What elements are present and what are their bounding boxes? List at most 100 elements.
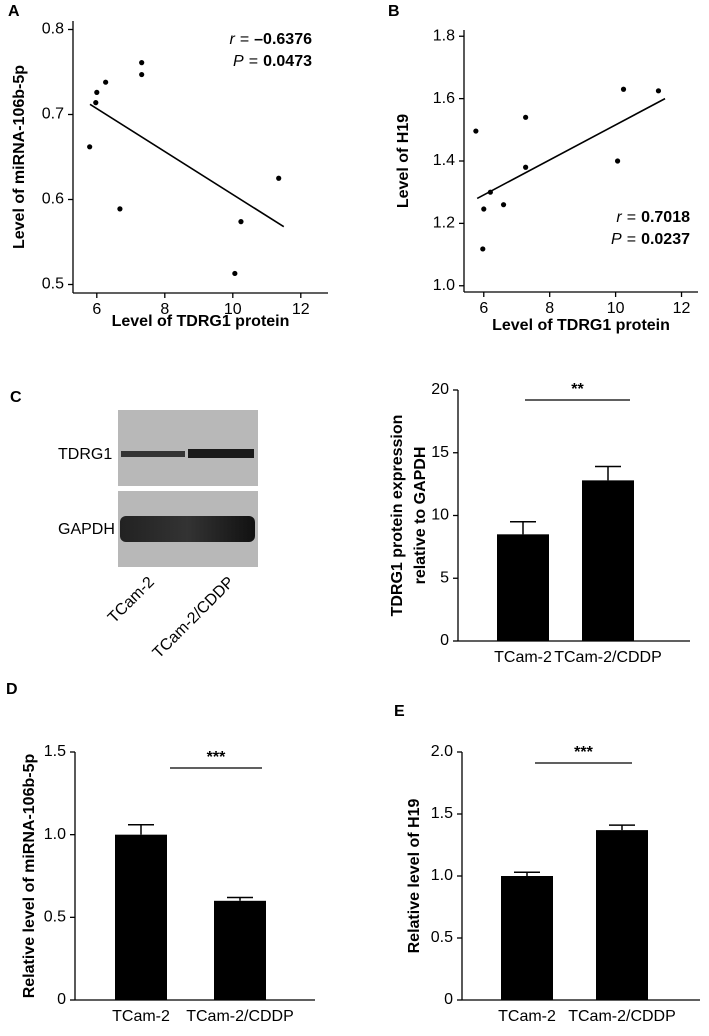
y-tick-label: 1.0 bbox=[44, 826, 66, 843]
blot-band bbox=[120, 516, 255, 542]
point bbox=[94, 89, 100, 95]
bar bbox=[596, 830, 648, 1000]
annotation-part: 0.7018 bbox=[641, 209, 690, 226]
point bbox=[139, 60, 145, 66]
error-bar bbox=[227, 896, 253, 901]
y-tick-label: 0.5 bbox=[431, 929, 453, 946]
point bbox=[655, 88, 662, 94]
annotation-part: 0.0237 bbox=[641, 231, 690, 248]
y-tick-label: 1.0 bbox=[431, 867, 453, 884]
annotation-part: –0.6376 bbox=[254, 31, 312, 48]
annotation: r = –0.6376 bbox=[229, 31, 312, 48]
blot: C TDRG1 GAPDH TCam-2 TCam-2/CDDP bbox=[10, 389, 258, 662]
error-bar bbox=[510, 521, 536, 535]
y-tick-label: 1.5 bbox=[44, 743, 66, 760]
error-bar bbox=[609, 824, 635, 831]
y-axis-label: Relative level of H19 bbox=[406, 799, 423, 954]
point bbox=[87, 144, 93, 150]
point bbox=[139, 71, 145, 78]
point bbox=[620, 86, 627, 92]
fit-line bbox=[476, 97, 666, 200]
x-tick-label: 12 bbox=[292, 301, 310, 318]
x-tick-label: TCam-2 bbox=[494, 649, 552, 666]
x-axis-label: Level of TDRG1 protein bbox=[112, 313, 290, 330]
point bbox=[473, 128, 479, 134]
blot-lane-label: TCam-2/CDDP bbox=[150, 574, 238, 662]
x-tick-label: 12 bbox=[673, 300, 691, 317]
y-tick-label: 0.6 bbox=[42, 191, 64, 208]
panel-label: D bbox=[6, 681, 18, 698]
error-bar bbox=[595, 465, 621, 481]
point bbox=[238, 219, 244, 225]
y-tick-label: 10 bbox=[431, 507, 449, 524]
annotation-part: = bbox=[249, 53, 258, 70]
blot-lane-label: TCam-2 bbox=[105, 574, 158, 627]
bar bbox=[501, 876, 553, 1000]
significance-label: *** bbox=[207, 749, 226, 766]
y-tick-label: 1.5 bbox=[431, 805, 453, 822]
x-tick-label: 10 bbox=[607, 300, 625, 317]
x-tick-label: TCam-2 bbox=[498, 1008, 556, 1025]
bar bbox=[582, 480, 634, 641]
point bbox=[103, 79, 109, 85]
significance-label: ** bbox=[571, 381, 584, 398]
annotation-part: = bbox=[240, 31, 249, 48]
x-tick-label: TCam-2 bbox=[112, 1008, 170, 1025]
annotation-part: P bbox=[233, 53, 244, 70]
y-tick-label: 1.8 bbox=[433, 27, 455, 44]
y-tick-label: 0 bbox=[440, 632, 449, 649]
blot-panel bbox=[118, 410, 258, 486]
point bbox=[93, 100, 99, 106]
annotation: P = 0.0237 bbox=[611, 231, 690, 248]
y-tick-label: 1.2 bbox=[433, 215, 455, 232]
panel-label: C bbox=[10, 389, 22, 406]
y-tick-label: 0.8 bbox=[42, 21, 64, 38]
panel-label: B bbox=[388, 3, 400, 20]
annotation-part: r bbox=[616, 209, 622, 226]
point bbox=[614, 158, 621, 164]
y-tick-label: 0 bbox=[444, 991, 453, 1008]
x-tick-label: 6 bbox=[479, 300, 488, 317]
blot-row-label: GAPDH bbox=[58, 521, 115, 538]
point bbox=[480, 246, 486, 252]
y-tick-label: 1.4 bbox=[433, 152, 455, 169]
annotation: P = 0.0473 bbox=[233, 53, 312, 70]
annotation-part: 0.0473 bbox=[263, 53, 312, 70]
bar bbox=[214, 900, 266, 1000]
x-tick-label: TCam-2/CDDP bbox=[568, 1008, 676, 1025]
error-bar bbox=[128, 823, 154, 835]
y-tick-label: 1.0 bbox=[433, 277, 455, 294]
bar bbox=[497, 534, 549, 641]
point bbox=[523, 114, 529, 120]
y-tick-label: 0.5 bbox=[42, 276, 64, 293]
annotation-part: = bbox=[627, 209, 636, 226]
point bbox=[523, 164, 529, 170]
blot-row-label: TDRG1 bbox=[58, 446, 112, 463]
panel-label: E bbox=[394, 703, 405, 720]
annotation-part: r bbox=[229, 31, 235, 48]
x-tick-label: 6 bbox=[92, 301, 101, 318]
point bbox=[276, 175, 282, 181]
y-tick-label: 1.6 bbox=[433, 90, 455, 107]
y-axis-label: Relative level of miRNA-106b-5p bbox=[21, 754, 38, 999]
y-tick-label: 0 bbox=[57, 991, 66, 1008]
y-tick-label: 0.7 bbox=[42, 106, 64, 123]
point bbox=[481, 206, 487, 212]
blot-band bbox=[121, 451, 185, 457]
significance-label: *** bbox=[574, 744, 593, 761]
y-axis-label: TDRG1 protein expression bbox=[389, 415, 406, 617]
x-tick-label: 8 bbox=[160, 301, 169, 318]
y-tick-label: 20 bbox=[431, 381, 449, 398]
y-axis-label: Level of H19 bbox=[395, 114, 412, 208]
bar bbox=[115, 834, 167, 1000]
error-bar bbox=[514, 871, 540, 876]
x-tick-label: TCam-2/CDDP bbox=[186, 1008, 294, 1025]
annotation-part: P bbox=[611, 231, 622, 248]
y-tick-label: 2.0 bbox=[431, 743, 453, 760]
annotation: r = 0.7018 bbox=[616, 209, 690, 226]
panel-label: A bbox=[8, 3, 20, 20]
y-axis-label: relative to GAPDH bbox=[412, 447, 429, 585]
x-tick-label: TCam-2/CDDP bbox=[554, 649, 662, 666]
point bbox=[232, 270, 238, 277]
